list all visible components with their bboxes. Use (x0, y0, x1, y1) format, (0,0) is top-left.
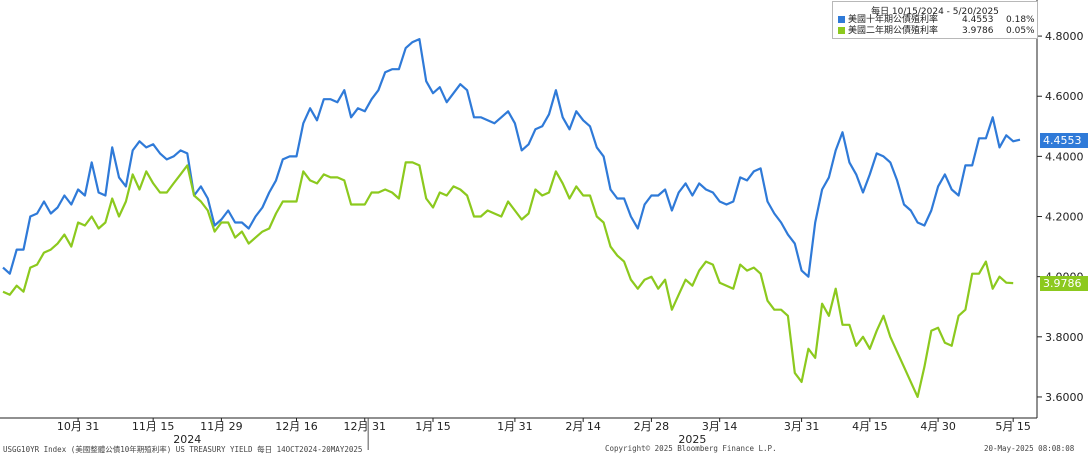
last-value-tag-2y: 3.9786 (1040, 276, 1088, 292)
x-tick-label: 1月 15 (415, 420, 451, 433)
x-tick-label: 2月 28 (634, 420, 670, 433)
x-tick-label: 3月 14 (702, 420, 738, 433)
footer-timestamp: 20-May-2025 08:08:08 (984, 444, 1075, 453)
legend-entry-2y: 美國二年期公債殖利率 3.9786 0.05% (838, 26, 1035, 37)
x-tick-label: 5月 15 (995, 420, 1031, 433)
legend-label-2y: 美國二年期公債殖利率 (848, 26, 939, 36)
series-line-10y (2, 37, 1021, 278)
legend-value-10y: 4.4553 (962, 15, 994, 25)
y-tick-label: 4.8000 (1045, 30, 1084, 43)
x-tick-label: 12月 31 (344, 420, 387, 433)
x-tick-label: 10月 31 (57, 420, 100, 433)
x-year-label: 2024 (173, 433, 201, 446)
x-year-label: 2025 (678, 433, 706, 446)
y-tick-label: 4.4000 (1045, 150, 1084, 163)
footer-copyright: Copyright© 2025 Bloomberg Finance L.P. (605, 444, 777, 453)
series-line-2y (2, 161, 1014, 398)
y-tick-label: 3.8000 (1045, 331, 1084, 344)
legend-label-10y: 美國十年期公債殖利率 (848, 15, 939, 25)
last-value-tag-10y: 4.4553 (1040, 132, 1088, 148)
legend-swatch-10y (838, 16, 845, 23)
y-tick-label: 3.6000 (1045, 391, 1084, 404)
legend-entry-10y: 美國十年期公債殖利率 4.4553 0.18% (838, 15, 1035, 26)
x-tick-label: 2月 14 (565, 420, 601, 433)
x-tick-label: 3月 31 (784, 420, 820, 433)
x-tick-label: 4月 15 (852, 420, 888, 433)
legend-change-2y: 0.05% (1006, 26, 1035, 36)
y-axis: 4.80004.60004.40004.20004.00003.80003.60… (1036, 0, 1084, 418)
footer-index-description: USGG10YR Index (美國整體公債10年期殖利率) US TREASU… (3, 445, 363, 454)
legend-change-10y: 0.18% (1006, 15, 1035, 25)
legend-title: 每日 10/15/2024 - 5/20/2025 (871, 7, 999, 17)
plot-area (2, 37, 1021, 398)
x-axis: 10月 31 11月 15 11月 29 12月 16 12月 31 1月 15 1月 31… (0, 417, 1037, 450)
x-tick-label: 11月 15 (132, 420, 175, 433)
legend-value-2y: 3.9786 (962, 26, 994, 36)
x-tick-label: 11月 29 (200, 420, 243, 433)
y-tick-label: 4.6000 (1045, 90, 1084, 103)
x-tick-label: 4月 30 (920, 420, 956, 433)
legend-swatch-2y (838, 27, 845, 34)
y-tick-label: 4.2000 (1045, 211, 1084, 224)
x-tick-label: 12月 16 (275, 420, 318, 433)
legend: 每日 10/15/2024 - 5/20/2025 美國十年期公債殖利率 4.4… (832, 1, 1038, 39)
x-tick-label: 1月 31 (497, 420, 533, 433)
